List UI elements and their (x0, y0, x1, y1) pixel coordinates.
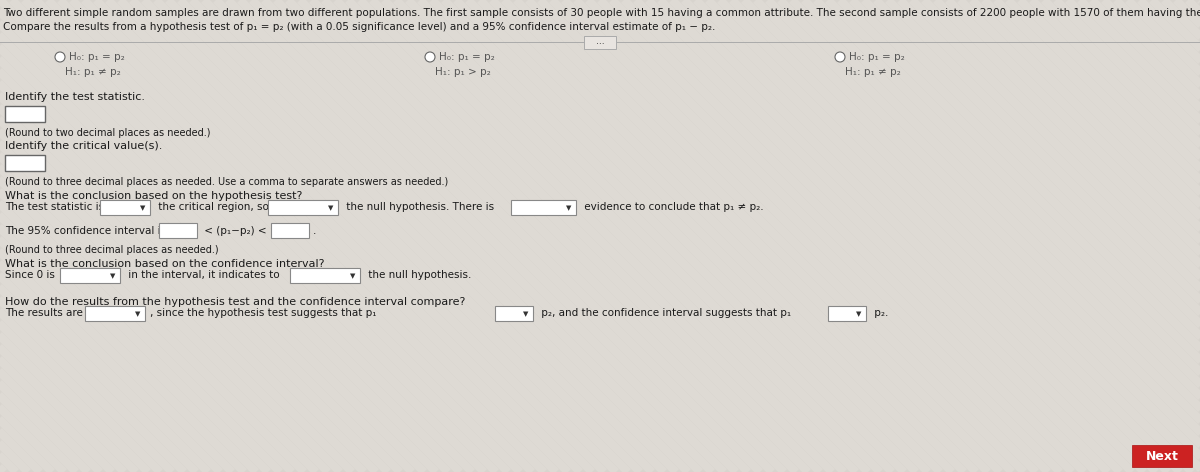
Text: What is the conclusion based on the hypothesis test?: What is the conclusion based on the hypo… (5, 191, 302, 201)
Text: What is the conclusion based on the confidence interval?: What is the conclusion based on the conf… (5, 259, 324, 269)
Text: the null hypothesis. There is: the null hypothesis. There is (343, 202, 497, 212)
Bar (271, 223, 310, 238)
Text: p₂.: p₂. (871, 308, 888, 318)
Text: p₂, and the confidence interval suggests that p₁: p₂, and the confidence interval suggests… (538, 308, 794, 318)
Text: H₁: p₁ ≠ p₂: H₁: p₁ ≠ p₂ (845, 67, 901, 77)
Bar (5, 155, 46, 171)
Circle shape (425, 52, 436, 62)
Text: ▼: ▼ (350, 273, 355, 279)
Bar (290, 268, 360, 283)
Bar (158, 223, 197, 238)
Bar (584, 35, 616, 49)
Bar (511, 200, 576, 214)
Text: ▼: ▼ (857, 311, 862, 317)
Text: (Round to three decimal places as needed. Use a comma to separate answers as nee: (Round to three decimal places as needed… (5, 177, 449, 187)
Text: < (p₁−p₂) <: < (p₁−p₂) < (202, 226, 270, 236)
Text: H₀: p₁ = p₂: H₀: p₁ = p₂ (439, 52, 494, 62)
Text: The 95% confidence interval is: The 95% confidence interval is (5, 226, 169, 236)
Text: ▼: ▼ (136, 311, 140, 317)
Bar (496, 305, 533, 320)
Text: ▼: ▼ (523, 311, 529, 317)
Text: Two different simple random samples are drawn from two different populations. Th: Two different simple random samples are … (2, 8, 1200, 18)
Text: .: . (313, 226, 317, 236)
Text: H₁: p₁ ≠ p₂: H₁: p₁ ≠ p₂ (65, 67, 121, 77)
Circle shape (835, 52, 845, 62)
Text: ...: ... (595, 37, 605, 47)
Text: ▼: ▼ (566, 205, 571, 211)
Text: The test statistic is: The test statistic is (5, 202, 107, 212)
Text: The results are: The results are (5, 308, 86, 318)
Bar (1132, 445, 1192, 467)
Text: the null hypothesis.: the null hypothesis. (365, 270, 472, 280)
Text: ▼: ▼ (110, 273, 115, 279)
Bar (268, 200, 338, 214)
Text: ▼: ▼ (140, 205, 145, 211)
Text: Identify the critical value(s).: Identify the critical value(s). (5, 141, 162, 151)
Text: H₁: p₁ > p₂: H₁: p₁ > p₂ (436, 67, 491, 77)
Text: H₀: p₁ = p₂: H₀: p₁ = p₂ (850, 52, 905, 62)
Bar (85, 305, 145, 320)
Bar (828, 305, 866, 320)
Text: the critical region, so: the critical region, so (155, 202, 272, 212)
Text: in the interval, it indicates to: in the interval, it indicates to (125, 270, 283, 280)
Text: H₀: p₁ = p₂: H₀: p₁ = p₂ (70, 52, 125, 62)
Bar (5, 106, 46, 122)
Text: (Round to three decimal places as needed.): (Round to three decimal places as needed… (5, 245, 218, 255)
Circle shape (55, 52, 65, 62)
Text: Since 0 is: Since 0 is (5, 270, 58, 280)
Text: (Round to two decimal places as needed.): (Round to two decimal places as needed.) (5, 128, 210, 138)
Text: evidence to conclude that p₁ ≠ p₂.: evidence to conclude that p₁ ≠ p₂. (581, 202, 763, 212)
Bar (60, 268, 120, 283)
Bar (100, 200, 150, 214)
Text: Compare the results from a hypothesis test of p₁ = p₂ (with a 0.05 significance : Compare the results from a hypothesis te… (2, 22, 715, 32)
Text: ▼: ▼ (329, 205, 334, 211)
Text: , since the hypothesis test suggests that p₁: , since the hypothesis test suggests tha… (150, 308, 379, 318)
Text: Identify the test statistic.: Identify the test statistic. (5, 92, 145, 102)
Text: How do the results from the hypothesis test and the confidence interval compare?: How do the results from the hypothesis t… (5, 297, 466, 307)
Text: Next: Next (1146, 449, 1178, 463)
